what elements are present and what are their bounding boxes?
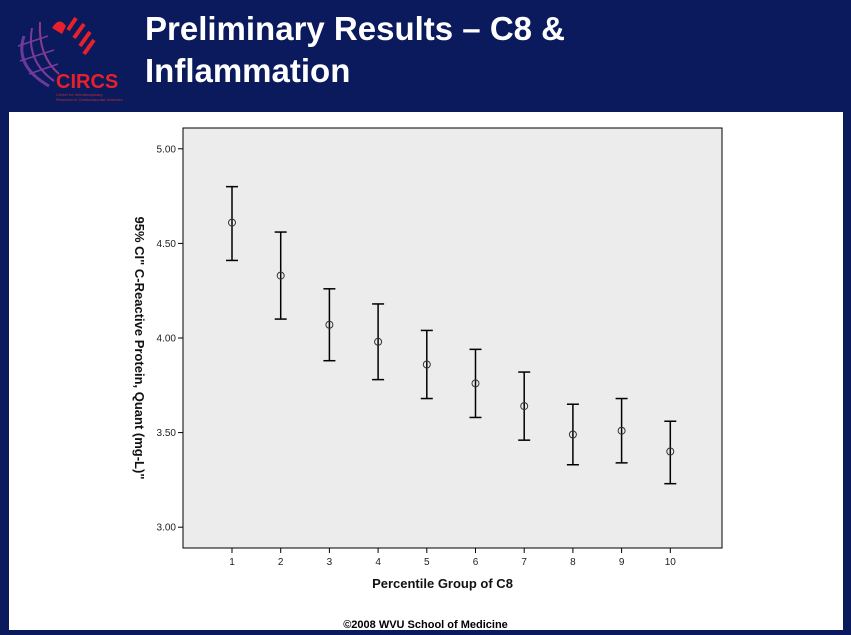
mean-point — [617, 426, 626, 435]
mean-point — [520, 402, 529, 411]
x-tick-label: 6 — [473, 557, 479, 568]
x-tick-label: 3 — [327, 557, 333, 568]
plot-area — [182, 127, 723, 549]
slide-content: 3.00 3.50 4.00 4.50 5.00 1 2 3 4 5 6 7 8 9 10 Percentil… — [9, 112, 843, 630]
svg-text:Center for Interdisciplinary: Center for Interdisciplinary — [56, 92, 103, 97]
x-tick-label: 5 — [424, 557, 430, 568]
mean-point — [276, 271, 285, 280]
x-tick-label: 7 — [521, 557, 527, 568]
x-tick-label: 1 — [229, 557, 235, 568]
mean-point — [422, 360, 431, 369]
x-tick-label: 8 — [570, 557, 576, 568]
x-tick-label: 4 — [375, 557, 381, 568]
error-bar-chart: 3.00 3.50 4.00 4.50 5.00 1 2 3 4 5 6 7 8 9 10 Percentil… — [132, 127, 723, 591]
x-tick-label: 9 — [619, 557, 625, 568]
y-tick-label: 4.00 — [157, 334, 177, 345]
mean-point — [471, 379, 480, 388]
y-tick-label: 4.50 — [157, 239, 177, 250]
svg-text:Research in Cardiovascular Sci: Research in Cardiovascular Sciences — [56, 97, 122, 102]
copyright-footer: ©2008 WVU School of Medicine — [343, 619, 508, 631]
title-line-2: Inflammation — [145, 52, 351, 89]
circs-logo: CIRCS Center for Interdisciplinary Resea… — [17, 16, 122, 102]
mean-point — [374, 337, 383, 346]
y-tick-label: 3.50 — [157, 428, 177, 439]
x-tick-label: 2 — [278, 557, 284, 568]
x-tick-label: 10 — [665, 557, 677, 568]
mean-point — [666, 447, 675, 456]
y-tick-label: 5.00 — [157, 144, 177, 155]
y-axis-label: 95% CI" C-Reactive Protein, Quant (mg-L)… — [132, 217, 147, 480]
x-axis-label: Percentile Group of C8 — [372, 576, 513, 591]
slide-title: Preliminary Results – C8 & Inflammation — [145, 8, 835, 92]
mean-point — [325, 320, 334, 329]
title-line-1: Preliminary Results – C8 & — [145, 10, 566, 47]
y-tick-label: 3.00 — [157, 523, 177, 534]
mean-point — [228, 218, 236, 227]
svg-text:CIRCS: CIRCS — [56, 71, 118, 93]
mean-point — [568, 430, 577, 439]
